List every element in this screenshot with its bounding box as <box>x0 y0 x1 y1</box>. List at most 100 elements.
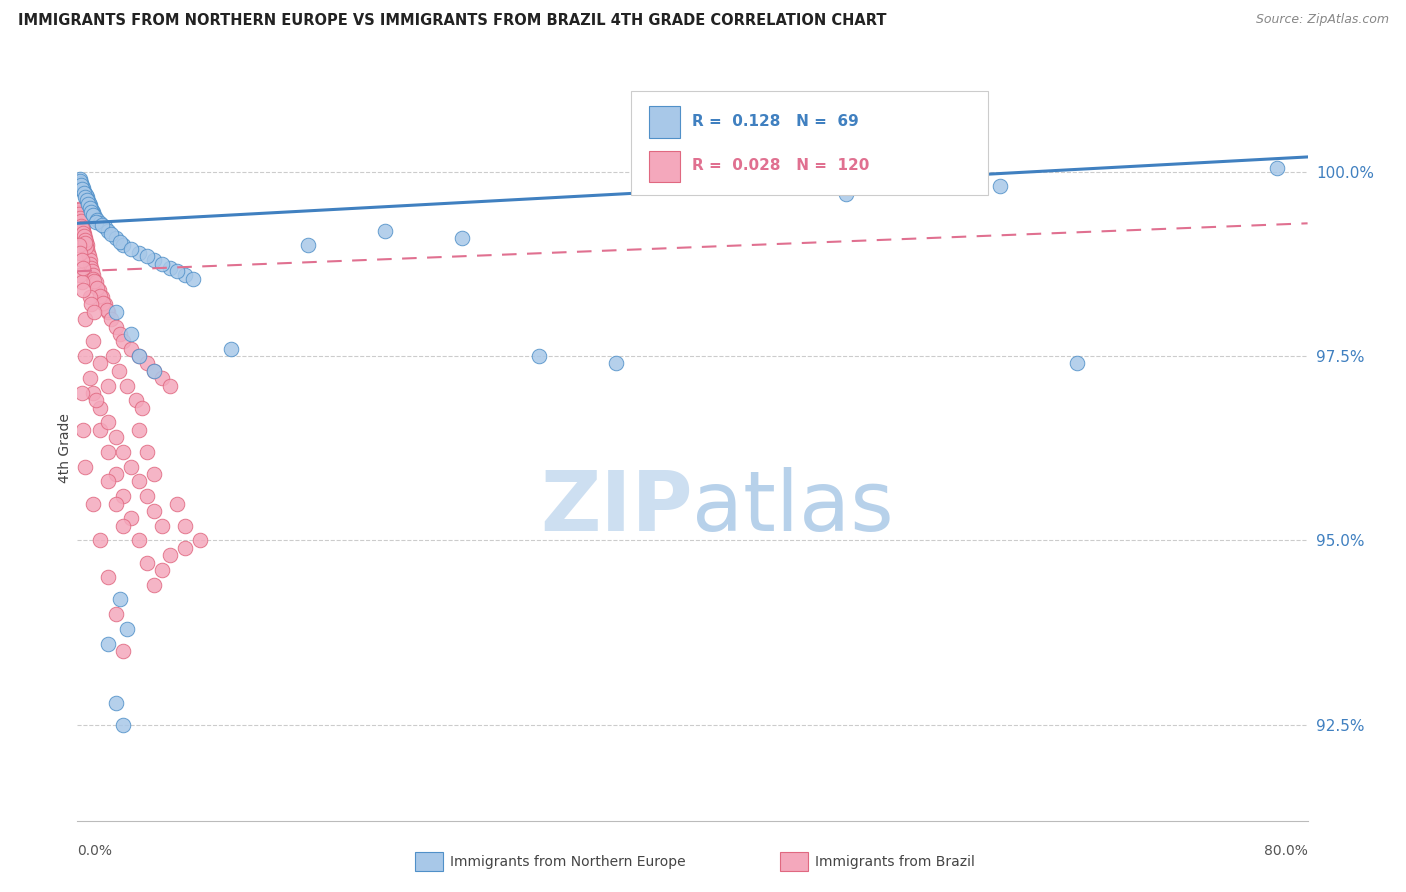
Point <box>96 303 118 318</box>
Point <box>135 556 157 570</box>
Point <box>80 297 103 311</box>
Point <box>181 271 204 285</box>
Point <box>75 236 97 251</box>
Text: 80.0%: 80.0% <box>1264 844 1308 858</box>
Point <box>80 260 103 275</box>
Point <box>72 423 94 437</box>
Text: 0.0%: 0.0% <box>77 844 112 858</box>
Point <box>135 445 157 459</box>
Point <box>143 253 166 268</box>
Point <box>112 489 135 503</box>
Point <box>76 194 98 208</box>
Point <box>135 356 157 370</box>
Point <box>67 202 90 217</box>
Point <box>82 497 104 511</box>
Point <box>72 283 94 297</box>
Point <box>73 186 96 201</box>
Point <box>93 296 115 310</box>
Point <box>76 190 98 204</box>
Point <box>128 423 150 437</box>
Point <box>110 235 132 249</box>
Point <box>80 203 103 218</box>
Point <box>97 224 120 238</box>
Point <box>72 219 94 234</box>
Point <box>143 364 166 378</box>
Point <box>143 577 166 591</box>
Point <box>150 257 173 271</box>
Point <box>77 245 100 260</box>
Text: IMMIGRANTS FROM NORTHERN EUROPE VS IMMIGRANTS FROM BRAZIL 4TH GRADE CORRELATION : IMMIGRANTS FROM NORTHERN EUROPE VS IMMIG… <box>18 13 887 29</box>
Point <box>150 518 173 533</box>
Point <box>89 401 111 415</box>
Point <box>82 385 104 400</box>
Point <box>159 260 181 275</box>
Point <box>69 205 91 219</box>
Point <box>128 349 150 363</box>
Text: atlas: atlas <box>693 467 894 549</box>
Point <box>90 290 114 304</box>
Point <box>70 218 93 232</box>
Text: ZIP: ZIP <box>540 467 693 549</box>
Point <box>82 208 104 222</box>
Point <box>101 349 124 363</box>
Point <box>75 188 97 202</box>
Text: R =  0.128   N =  69: R = 0.128 N = 69 <box>693 114 859 128</box>
Text: R =  0.028   N =  120: R = 0.028 N = 120 <box>693 159 870 173</box>
Text: Source: ZipAtlas.com: Source: ZipAtlas.com <box>1256 13 1389 27</box>
Point <box>79 201 101 215</box>
Point <box>97 378 120 392</box>
Point <box>219 342 242 356</box>
Point <box>125 393 148 408</box>
Point <box>73 459 96 474</box>
Point <box>120 511 142 525</box>
Point <box>80 202 103 216</box>
Point <box>82 205 104 219</box>
Point <box>143 504 166 518</box>
Point <box>77 197 100 211</box>
Point <box>70 275 93 289</box>
Point <box>605 356 627 370</box>
Point <box>77 250 100 264</box>
Point <box>94 297 117 311</box>
Text: Immigrants from Brazil: Immigrants from Brazil <box>815 855 976 869</box>
Point <box>75 190 97 204</box>
Point <box>190 533 212 548</box>
Point <box>76 238 98 252</box>
Point <box>835 186 858 201</box>
Point <box>69 211 91 225</box>
Point <box>72 183 94 197</box>
Point <box>70 216 93 230</box>
Point <box>70 212 93 227</box>
Point <box>82 334 104 349</box>
Point <box>89 288 111 302</box>
Point <box>450 231 472 245</box>
Point <box>159 548 181 562</box>
Point <box>94 219 117 234</box>
Point <box>104 305 127 319</box>
Point <box>1066 356 1088 370</box>
Point <box>89 216 111 230</box>
Point <box>97 416 120 430</box>
Point <box>166 264 188 278</box>
Point <box>87 283 110 297</box>
Point <box>67 207 90 221</box>
Point <box>135 489 157 503</box>
Point <box>84 393 107 408</box>
Point <box>97 305 120 319</box>
Bar <box>650 106 681 137</box>
Text: Immigrants from Northern Europe: Immigrants from Northern Europe <box>450 855 686 869</box>
Point <box>80 204 103 219</box>
Point <box>174 541 197 555</box>
Point <box>97 570 120 584</box>
Point <box>79 371 101 385</box>
Point <box>166 497 188 511</box>
Point <box>69 215 91 229</box>
Point <box>70 214 93 228</box>
Point <box>67 238 90 252</box>
Point <box>104 497 127 511</box>
Point <box>150 563 173 577</box>
Point <box>112 445 135 459</box>
Point <box>128 245 150 260</box>
Point <box>73 186 96 200</box>
Point <box>73 349 96 363</box>
